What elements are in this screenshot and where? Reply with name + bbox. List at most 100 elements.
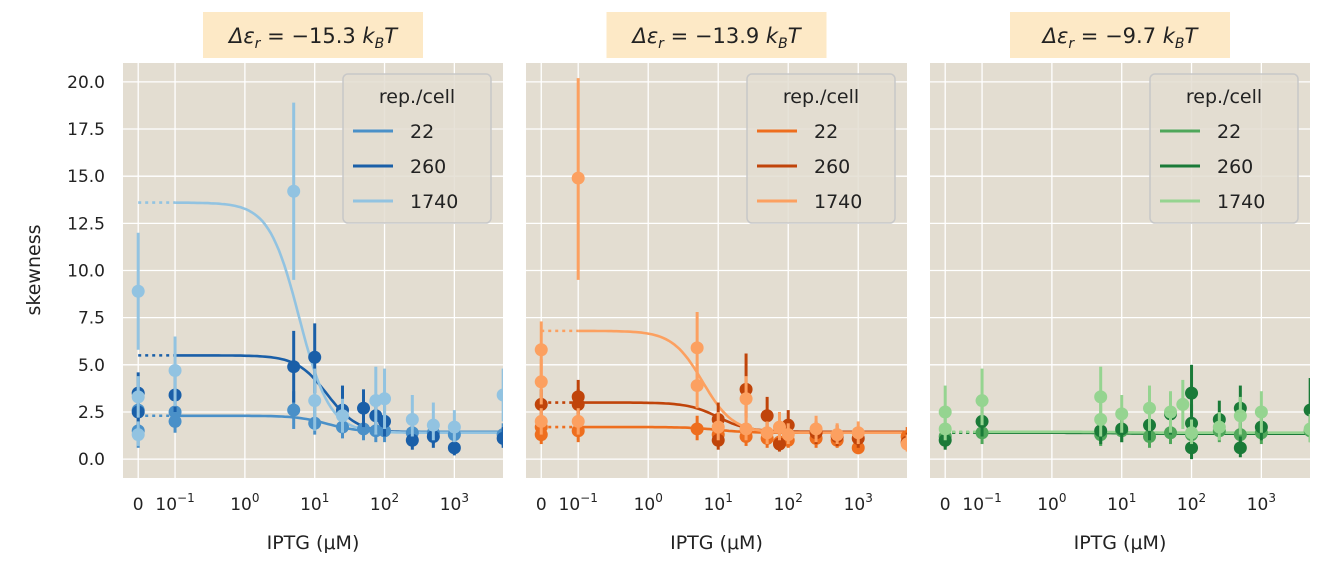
legend-title: rep./cell [1186, 86, 1262, 108]
data-point [131, 284, 145, 298]
x-tick-label: 10−1 [155, 491, 194, 515]
legend-box [1149, 73, 1299, 224]
legend-label-22: 22 [410, 121, 434, 143]
data-point [1233, 441, 1247, 455]
data-point [357, 401, 371, 415]
panel-title-box [606, 12, 827, 58]
x-tick-label: 100 [634, 491, 663, 515]
data-point [830, 428, 844, 442]
y-tick-label: 20.0 [67, 73, 105, 93]
data-point [534, 414, 548, 428]
data-point [760, 426, 774, 440]
data-point [571, 397, 585, 411]
x-tick-label: 101 [704, 491, 733, 515]
legend-label-1740: 1740 [410, 191, 458, 213]
data-point [447, 420, 461, 434]
data-point [772, 420, 786, 434]
data-layer [534, 78, 907, 455]
data-point [1185, 441, 1199, 455]
legend-label-260: 260 [1217, 156, 1253, 178]
y-tick-label: 10.0 [67, 262, 105, 282]
x-tick-label: 100 [230, 491, 259, 515]
y-axis-label: skewness [23, 225, 45, 316]
y-tick-label: 12.5 [67, 214, 105, 234]
legend-label-22: 22 [1217, 121, 1241, 143]
x-tick-label: 0 [940, 495, 951, 515]
data-point [760, 409, 774, 423]
legend-title: rep./cell [379, 86, 455, 108]
x-tick-label: 103 [440, 491, 469, 515]
y-tick-label: 15.0 [67, 167, 105, 187]
data-point [1115, 407, 1129, 421]
data-point [772, 437, 786, 451]
x-tick-label: 101 [1107, 491, 1136, 515]
data-point [357, 422, 371, 436]
data-point [781, 428, 795, 442]
panel-3: 0 10−1 100 101 102 103 IPTG (μM) Δεr = −9.7 kBT… [930, 12, 1310, 554]
data-point [900, 437, 907, 451]
data-point [975, 394, 989, 408]
data-point [711, 420, 725, 434]
data-point [168, 363, 182, 377]
x-tick-label: 0 [536, 495, 547, 515]
x-tick-label: 102 [1177, 491, 1206, 515]
data-point [1164, 405, 1178, 419]
panel-1: 0.0 2.5 5.0 7.5 10.0 12.5 15.0 17.5 20.0 0 10−1 100… [67, 12, 503, 554]
data-point [287, 403, 301, 417]
legend-label-1740: 1740 [1217, 191, 1265, 213]
data-point [496, 388, 503, 402]
x-tick-label: 10−1 [962, 491, 1001, 515]
x-tick-label: 102 [370, 491, 399, 515]
x-tick-label: 0 [133, 495, 144, 515]
data-layer [938, 364, 1310, 460]
data-point [335, 409, 349, 423]
x-tick-label: 102 [774, 491, 803, 515]
data-point [534, 343, 548, 357]
legend-label-260: 260 [814, 156, 850, 178]
data-point [308, 350, 322, 364]
data-point [1233, 409, 1247, 423]
data-layer [131, 102, 503, 456]
y-tick-label: 17.5 [67, 120, 105, 140]
legend-box [342, 73, 492, 224]
data-point [851, 426, 865, 440]
data-point [739, 422, 753, 436]
data-point [1094, 390, 1108, 404]
panel-title: Δεr = −9.7 kBT [1041, 24, 1200, 52]
data-point [534, 375, 548, 389]
data-point [287, 184, 301, 198]
legend-label-22: 22 [814, 121, 838, 143]
legend-label-1740: 1740 [814, 191, 862, 213]
x-axis-label: IPTG (μM) [1074, 532, 1167, 554]
legend: rep./cell 22 260 1740 [746, 73, 896, 224]
data-point [1094, 413, 1108, 427]
panel-title: Δεr = −13.9 kBT [630, 24, 802, 52]
y-tick-label: 7.5 [78, 309, 105, 329]
data-point [1185, 386, 1199, 400]
data-point [690, 341, 704, 355]
x-tick-label: 103 [844, 491, 873, 515]
data-point [1303, 422, 1310, 436]
data-point [1212, 420, 1226, 434]
data-point [690, 422, 704, 436]
data-point [308, 394, 322, 408]
data-point [378, 392, 392, 406]
legend-title: rep./cell [783, 86, 859, 108]
data-point [1185, 426, 1199, 440]
data-point [131, 390, 145, 404]
data-point [938, 422, 952, 436]
y-tick-label: 5.0 [78, 356, 105, 376]
panel-title-box [1010, 12, 1230, 58]
data-point [287, 360, 301, 374]
data-point [496, 431, 503, 445]
data-point [690, 379, 704, 393]
x-tick-label: 100 [1037, 491, 1066, 515]
data-point [809, 422, 823, 436]
legend: rep./cell 22 260 1740 [1149, 73, 1299, 224]
data-point [739, 392, 753, 406]
data-point [405, 433, 419, 447]
y-tick-label: 0.0 [78, 450, 105, 470]
data-point [571, 171, 585, 185]
panel-title-box [203, 12, 423, 58]
